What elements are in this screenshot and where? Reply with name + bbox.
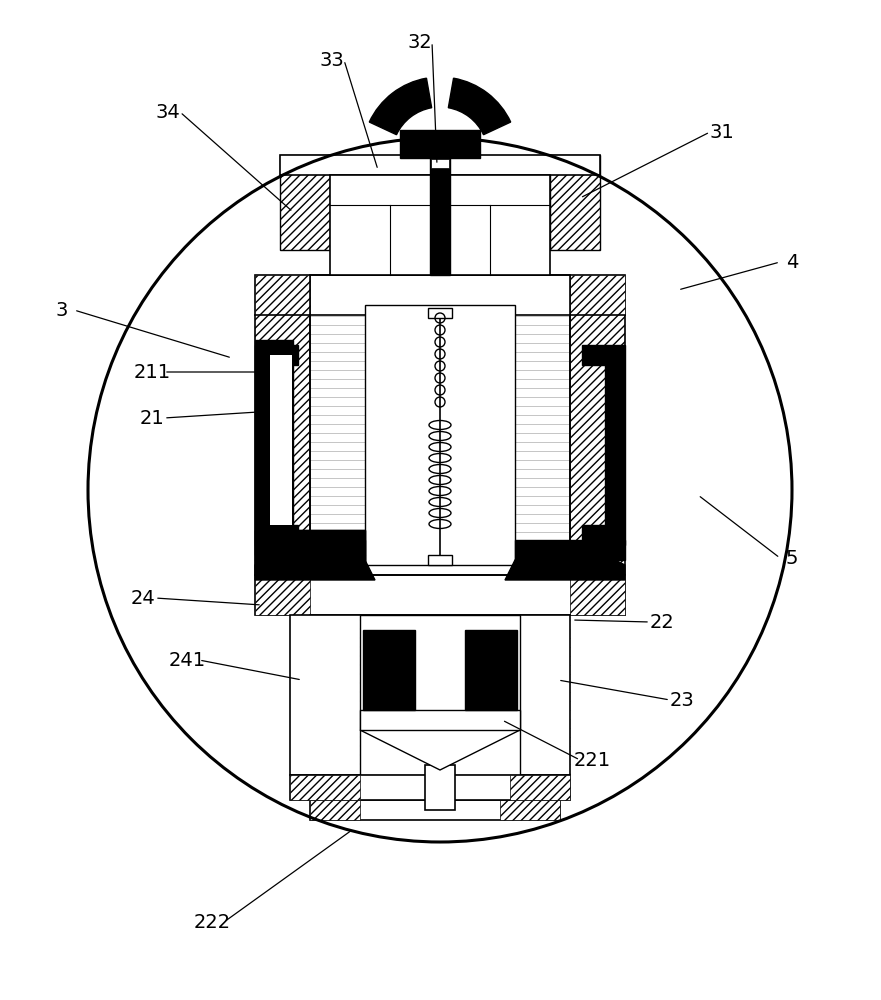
Text: 21: 21 xyxy=(139,408,165,428)
Bar xyxy=(255,315,310,575)
Bar xyxy=(500,800,560,820)
Polygon shape xyxy=(290,775,570,800)
Polygon shape xyxy=(465,630,517,710)
Polygon shape xyxy=(365,305,515,565)
Bar xyxy=(255,530,365,568)
Bar xyxy=(428,308,452,318)
Bar xyxy=(510,775,570,800)
Polygon shape xyxy=(400,130,480,158)
Polygon shape xyxy=(505,560,625,580)
Polygon shape xyxy=(255,575,625,615)
Text: 5: 5 xyxy=(786,548,798,568)
Text: 222: 222 xyxy=(194,912,231,932)
Polygon shape xyxy=(280,155,600,175)
Polygon shape xyxy=(290,615,570,775)
Bar xyxy=(290,775,360,800)
Bar xyxy=(570,275,625,315)
Bar xyxy=(550,155,600,250)
Text: 33: 33 xyxy=(320,50,344,70)
Polygon shape xyxy=(360,710,520,730)
Bar xyxy=(310,800,360,820)
Text: 3: 3 xyxy=(56,300,68,320)
Polygon shape xyxy=(255,275,625,315)
Polygon shape xyxy=(430,158,450,275)
Bar xyxy=(428,555,452,565)
Polygon shape xyxy=(255,530,365,555)
Text: 23: 23 xyxy=(670,690,694,710)
Text: 4: 4 xyxy=(786,252,798,271)
Polygon shape xyxy=(310,800,560,820)
Polygon shape xyxy=(330,175,550,275)
Polygon shape xyxy=(582,345,625,545)
Text: 34: 34 xyxy=(156,103,181,121)
Text: 22: 22 xyxy=(649,612,674,632)
Text: 211: 211 xyxy=(133,362,171,381)
Text: 221: 221 xyxy=(574,750,611,770)
Polygon shape xyxy=(255,540,365,560)
Bar xyxy=(570,315,625,575)
Polygon shape xyxy=(515,540,625,560)
Polygon shape xyxy=(255,555,365,575)
Bar xyxy=(425,765,455,810)
Wedge shape xyxy=(448,78,511,135)
Text: 31: 31 xyxy=(709,122,735,141)
Bar xyxy=(270,355,292,525)
Text: 241: 241 xyxy=(168,650,205,670)
Bar xyxy=(255,340,293,540)
Bar xyxy=(280,155,330,250)
Text: 24: 24 xyxy=(130,588,155,607)
Bar xyxy=(255,575,310,615)
Polygon shape xyxy=(363,630,415,710)
Polygon shape xyxy=(255,345,298,545)
Bar xyxy=(570,575,625,615)
Polygon shape xyxy=(431,159,449,168)
Text: 32: 32 xyxy=(408,32,433,51)
Polygon shape xyxy=(360,615,520,775)
Bar xyxy=(255,275,310,315)
Wedge shape xyxy=(369,78,432,135)
Polygon shape xyxy=(255,560,375,580)
Polygon shape xyxy=(360,730,520,770)
